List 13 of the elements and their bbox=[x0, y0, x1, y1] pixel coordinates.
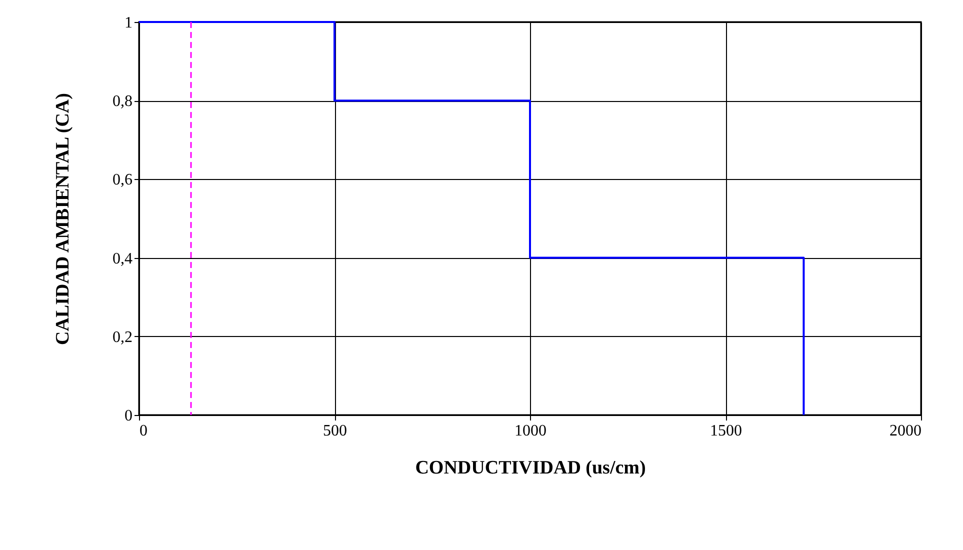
x-tick-label: 0 bbox=[140, 422, 148, 440]
y-tick-label: 0 bbox=[124, 408, 132, 424]
x-tick-label: 500 bbox=[323, 422, 347, 440]
y-tick-label: 1 bbox=[124, 14, 132, 32]
x-tick-label: 1500 bbox=[710, 422, 742, 440]
y-tick-label: 0,4 bbox=[112, 250, 132, 268]
x-tick-label: 2000 bbox=[890, 422, 922, 440]
y-axis-title: CALIDAD AMBIENTAL (CA) bbox=[52, 93, 74, 345]
x-tick-label: 1000 bbox=[514, 422, 546, 440]
y-tick-label: 0,6 bbox=[112, 172, 132, 189]
y-tick-label: 0,2 bbox=[112, 328, 132, 346]
x-axis-title: CONDUCTIVIDAD (us/cm) bbox=[415, 458, 646, 478]
y-tick-label: 0,8 bbox=[112, 93, 132, 110]
